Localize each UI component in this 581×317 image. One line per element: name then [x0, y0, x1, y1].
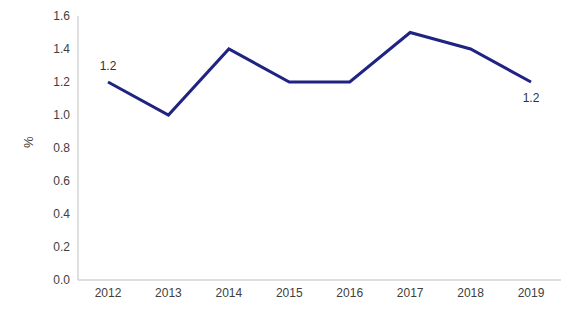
svg-text:2013: 2013 — [155, 286, 182, 300]
svg-text:0.6: 0.6 — [53, 174, 70, 188]
svg-text:1.4: 1.4 — [53, 42, 70, 56]
svg-text:0.4: 0.4 — [53, 207, 70, 221]
svg-text:1.6: 1.6 — [53, 9, 70, 23]
svg-text:2019: 2019 — [518, 286, 545, 300]
svg-text:1.2: 1.2 — [523, 91, 540, 105]
svg-text:0.8: 0.8 — [53, 141, 70, 155]
svg-text:1.2: 1.2 — [100, 59, 117, 73]
svg-text:1.0: 1.0 — [53, 108, 70, 122]
svg-text:0.0: 0.0 — [53, 273, 70, 287]
svg-text:2017: 2017 — [397, 286, 424, 300]
svg-text:2015: 2015 — [276, 286, 303, 300]
svg-text:2012: 2012 — [95, 286, 122, 300]
svg-text:0.2: 0.2 — [53, 240, 70, 254]
svg-text:2014: 2014 — [216, 286, 243, 300]
svg-text:1.2: 1.2 — [53, 75, 70, 89]
svg-text:2016: 2016 — [336, 286, 363, 300]
svg-text:%: % — [21, 136, 36, 148]
svg-text:2018: 2018 — [457, 286, 484, 300]
